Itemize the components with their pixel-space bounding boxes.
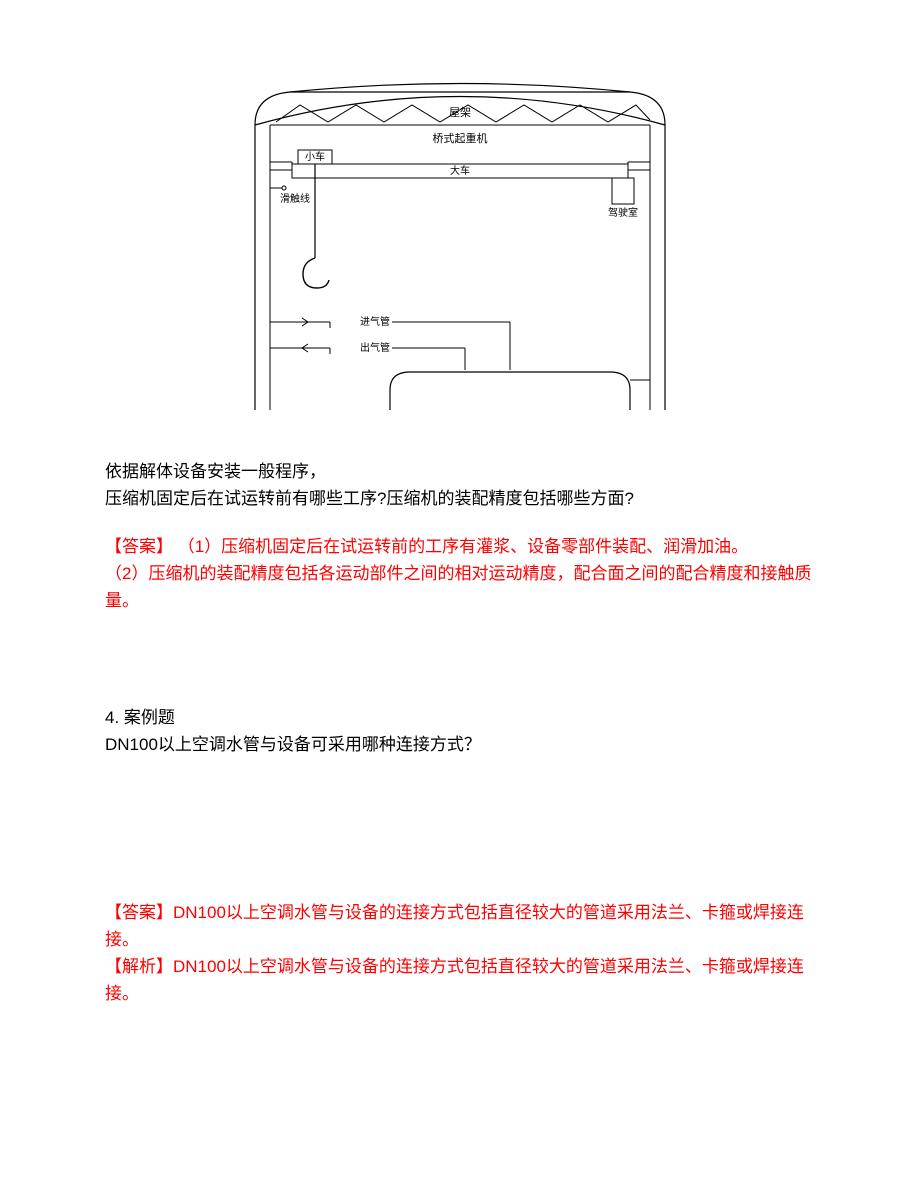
exp4-label: 【解析】: [105, 957, 173, 976]
q4-num: 4. 案例题: [105, 704, 815, 731]
crane-diagram: 屋架 桥式起重机 小车 大车 滑触线: [210, 70, 710, 410]
cab-label: 驾驶室: [608, 206, 638, 219]
ans4-label: 【答案】: [105, 903, 173, 922]
question-3-block: 依据解体设备安装一般程序， 压缩机固定后在试运转前有哪些工序?压缩机的装配精度包…: [105, 458, 815, 512]
question-4-block: 4. 案例题 DN100以上空调水管与设备可采用哪种连接方式？: [105, 704, 815, 758]
ans3-text1: （1）压缩机固定后在试运转前的工序有灌浆、设备零部件装配、润滑加油。: [173, 537, 748, 556]
exp4-text: DN100以上空调水管与设备的连接方式包括直径较大的管道采用法兰、卡箍或焊接连接…: [105, 957, 804, 1003]
q4-text: DN100以上空调水管与设备可采用哪种连接方式？: [105, 731, 815, 758]
bridge-crane-label: 桥式起重机: [433, 131, 488, 145]
answer-3-block: 【答案】 （1）压缩机固定后在试运转前的工序有灌浆、设备零部件装配、润滑加油。 …: [105, 533, 815, 615]
outlet-pipe-label: 出气管: [360, 341, 390, 354]
ans3-line2: （2）压缩机的装配精度包括各运动部件之间的相对运动精度，配合面之间的配合精度和接…: [105, 560, 815, 614]
ans4-text: DN100以上空调水管与设备的连接方式包括直径较大的管道采用法兰、卡箍或焊接连接…: [105, 903, 804, 949]
q3-line1: 依据解体设备安装一般程序，: [105, 458, 815, 485]
girder-label: 大车: [450, 164, 470, 177]
ans3-line1: 【答案】 （1）压缩机固定后在试运转前的工序有灌浆、设备零部件装配、润滑加油。: [105, 533, 815, 560]
trolley-label: 小车: [305, 150, 325, 163]
q3-line2: 压缩机固定后在试运转前有哪些工序?压缩机的装配精度包括哪些方面?: [105, 485, 815, 512]
ans3-label: 【答案】: [105, 537, 173, 556]
inlet-pipe-label: 进气管: [360, 315, 390, 328]
answer-4-block: 【答案】DN100以上空调水管与设备的连接方式包括直径较大的管道采用法兰、卡箍或…: [105, 899, 815, 1008]
diagram-figure: 屋架 桥式起重机 小车 大车 滑触线: [105, 70, 815, 418]
roof-truss-label: 屋架: [449, 106, 471, 119]
ans4-answer: 【答案】DN100以上空调水管与设备的连接方式包括直径较大的管道采用法兰、卡箍或…: [105, 899, 815, 953]
trolley-line-label: 滑触线: [280, 192, 310, 205]
ans4-explain: 【解析】DN100以上空调水管与设备的连接方式包括直径较大的管道采用法兰、卡箍或…: [105, 953, 815, 1007]
